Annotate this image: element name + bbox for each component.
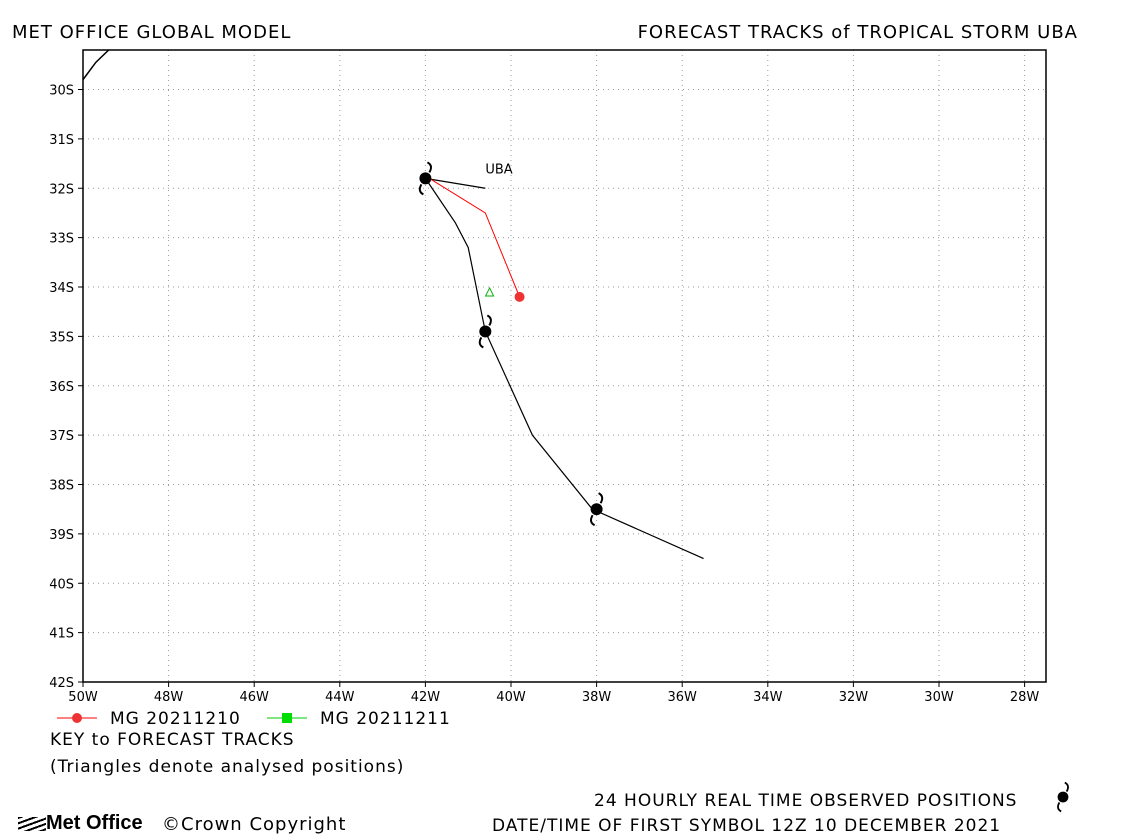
forecast-track-line — [425, 175, 521, 298]
y-tick-label: 38S — [49, 479, 74, 494]
storm-symbol-arm — [1064, 781, 1069, 793]
x-tick-label: 40W — [496, 690, 526, 705]
y-tick-label: 37S — [49, 429, 74, 444]
observed-track-line — [424, 178, 704, 560]
y-tick-label: 30S — [49, 84, 74, 99]
storm-symbol-core — [419, 172, 432, 185]
legend-series-2-marker — [282, 713, 292, 723]
x-tick-label: 36W — [667, 690, 697, 705]
storm-symbol-arm — [486, 314, 492, 326]
copyright-notice: ©Crown Copyright — [162, 814, 347, 835]
storm-symbols — [418, 161, 604, 527]
chart-right-title: FORECAST TRACKS of TROPICAL STORM UBA — [637, 22, 1078, 43]
y-tick-label: 40S — [49, 577, 74, 592]
logo-swoosh-icon — [18, 816, 46, 831]
observed-symbol-key — [1057, 781, 1069, 813]
storm-symbol-arm — [590, 514, 596, 527]
storm-symbol-icon — [478, 314, 492, 349]
storm-name-label: UBA — [485, 162, 512, 177]
y-tick-label: 39S — [49, 528, 74, 543]
met-office-logo: Met Office — [18, 812, 143, 835]
storm-symbol-arm — [478, 336, 484, 349]
x-tick-label: 48W — [154, 690, 184, 705]
x-tick-label: 50W — [68, 690, 98, 705]
y-tick-label: 32S — [49, 182, 74, 197]
copyright-icon: © — [162, 814, 181, 835]
y-tick-label: 41S — [49, 627, 74, 642]
x-tick-label: 46W — [239, 690, 269, 705]
observed-track-tail — [425, 177, 486, 189]
y-tick-label: 34S — [49, 281, 74, 296]
y-tick-label: 31S — [49, 133, 74, 148]
y-tick-label: 35S — [49, 330, 74, 345]
storm-symbol-arm — [426, 161, 432, 173]
storm-symbol-icon — [590, 492, 604, 527]
coastline-segment — [82, 49, 110, 81]
storm-symbol-core — [479, 325, 492, 338]
storm-symbol-icon — [1057, 781, 1069, 813]
analysed-position-triangle — [484, 286, 495, 297]
coast-feature — [82, 49, 110, 81]
x-tick-label: 28W — [1010, 690, 1040, 705]
x-tick-label: 44W — [325, 690, 355, 705]
forecast-tracks — [425, 175, 525, 302]
legend-markers — [57, 713, 307, 723]
grid-lines — [83, 50, 1046, 682]
observed-track: UBA — [424, 162, 704, 560]
x-tick-label: 38W — [582, 690, 612, 705]
storm-symbol-arm — [418, 183, 424, 196]
y-tick-label: 33S — [49, 232, 74, 247]
x-tick-label: 34W — [753, 690, 783, 705]
storm-symbol-core — [590, 503, 603, 516]
x-tick-label: 32W — [839, 690, 869, 705]
y-tick-label: 42S — [49, 676, 74, 691]
y-tick-label: 36S — [49, 380, 74, 395]
legend-series-1-label: MG 20211210 — [110, 709, 241, 729]
x-tick-label: 30W — [924, 690, 954, 705]
observed-positions-note: 24 HOURLY REAL TIME OBSERVED POSITIONS — [594, 791, 1018, 811]
storm-symbol-core — [1057, 791, 1069, 803]
storm-symbol-arm — [598, 492, 604, 504]
plot-frame — [82, 49, 1047, 683]
legend-series-2-label: MG 20211211 — [320, 709, 451, 729]
first-symbol-datetime: DATE/TIME OF FIRST SYMBOL 12Z 10 DECEMBE… — [492, 816, 1002, 836]
legend-triangles-note: (Triangles denote analysed positions) — [50, 757, 405, 777]
legend-key-title: KEY to FORECAST TRACKS — [50, 730, 295, 750]
forecast-point — [514, 291, 525, 302]
storm-symbol-icon — [418, 161, 432, 196]
axis-ticks: 50W 48W 46W 44W 42W 40W 38W 36W 34W 32W 30W 28W 30S 3… — [49, 84, 1039, 706]
legend-series-1-marker — [72, 713, 82, 723]
x-tick-label: 42W — [411, 690, 441, 705]
storm-symbol-arm — [1057, 801, 1062, 813]
chart-left-title: MET OFFICE GLOBAL MODEL — [12, 22, 292, 43]
